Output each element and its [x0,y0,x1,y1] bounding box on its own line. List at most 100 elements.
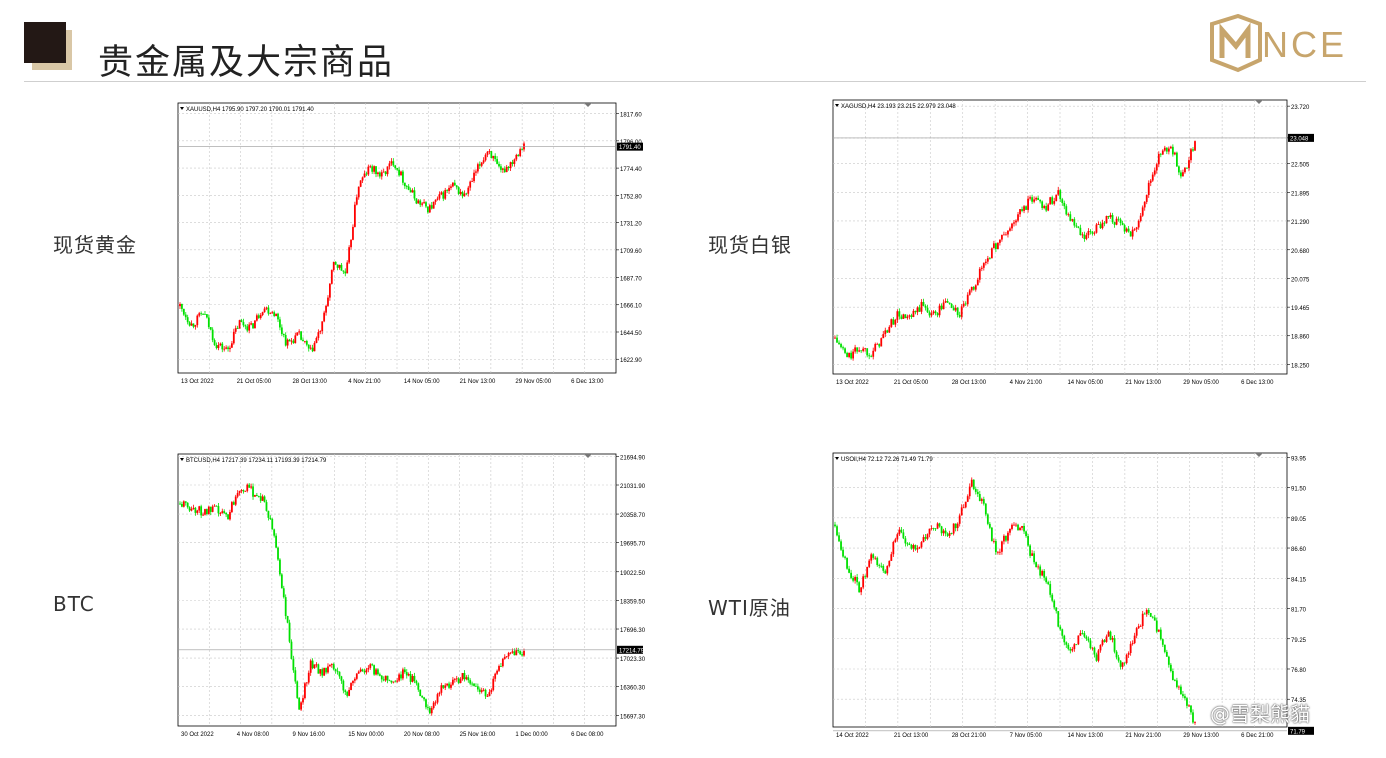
candle-body [1147,609,1150,613]
candle-body [496,670,498,674]
x-tick-label: 4 Nov 21:00 [1010,380,1043,386]
candle-body [196,510,199,513]
candle-body [926,307,929,313]
candle-body [886,565,889,574]
candle-body [430,708,433,714]
candle-body [246,326,249,331]
symbol-info-label: BTCUSD,H4 17217.39 17234.11 17193.39 172… [186,458,327,464]
chart-gold[interactable]: 1817.601796.001774.401752.801731.201709.… [176,101,646,387]
candle-body [494,155,497,160]
candle-body [455,678,458,680]
candle-body [267,307,270,314]
candle-body [369,664,372,668]
candle-body [478,164,481,166]
candle-body [453,182,456,186]
candle-body [924,305,927,308]
candle-body [221,343,224,350]
candle-body [1011,524,1013,529]
y-tick-label: 21.290 [1291,220,1310,226]
candle-body [1023,525,1025,532]
y-tick-label: 23.720 [1291,105,1310,111]
candle-body [894,539,897,543]
candle-body [190,508,193,511]
candle-body [238,490,241,494]
candle-body [336,670,339,672]
candle-body [1075,225,1078,227]
candle-body [311,660,314,669]
candle-body [513,159,516,164]
candle-body [864,576,867,578]
candle-body [265,307,268,309]
candle-body [994,243,997,250]
chart-wti[interactable]: 93.95 91.50 89.05 86.60 84.15 81.70 79.25 76.80… [831,451,1317,741]
candle-body [958,515,961,524]
candle-body [1135,227,1138,230]
candle-body [467,677,470,681]
x-tick-label: 4 Nov 21:00 [348,379,381,385]
candle-body [336,264,339,268]
candle-body [1057,190,1060,195]
candle-body [246,484,249,491]
y-tick-label: 1687.70 [620,276,642,282]
candle-body [482,689,485,691]
candle-body [1169,146,1172,149]
candle-body [402,171,404,183]
candle-body [990,527,993,542]
candle-body [455,185,458,188]
candle-body [1175,152,1178,167]
candle-body [1047,582,1050,585]
candle-body [194,507,197,513]
candle-body [413,190,416,199]
candle-body [361,177,364,181]
y-tick-label: 84.15 [1291,577,1307,583]
candle-body [1039,199,1042,202]
candle-body [1003,234,1005,236]
candle-body [1067,214,1070,216]
candle-body [1025,531,1027,537]
candle-body [1121,222,1124,226]
candle-body [234,496,237,505]
candle-body [1021,525,1023,528]
candle-body [300,331,302,340]
candle-body [1151,616,1154,618]
candle-body [267,510,270,518]
candle-body [490,151,493,159]
candle-body [450,684,452,688]
candle-body [1051,197,1054,204]
candle-body [844,348,846,353]
candle-body [255,315,258,321]
candle-body [948,533,951,536]
candle-body [238,320,241,329]
candle-body [1167,148,1170,152]
candle-body [1075,644,1078,646]
candle-body [475,685,477,687]
candle-body [325,667,327,673]
chart-silver[interactable]: 23.720 23.048 22.505 21.895 21.290 20.680 20.0… [831,98,1317,388]
candle-body [1161,639,1164,645]
candle-body [367,667,370,670]
candle-body [207,506,210,514]
candle-body [882,334,885,339]
candle-body [365,669,368,673]
x-tick-label: 14 Oct 2022 [836,733,869,739]
candle-body [179,303,181,307]
candle-body [323,667,326,676]
candle-body [509,652,512,654]
candle-body [1047,204,1050,211]
candle-body [984,261,987,264]
candle-body [936,523,939,529]
candle-body [277,547,279,560]
candle-body [215,345,218,349]
candle-body [1123,662,1126,664]
candle-body [940,305,943,310]
candle-body [198,506,201,511]
candle-body [964,303,967,305]
candle-body [327,297,329,306]
candle-body [221,511,224,514]
candle-body [918,307,921,312]
candle-body [1165,147,1168,152]
candle-body [353,204,356,227]
chart-btc[interactable]: 21694.90 21031.90 20358.70 19695.70 19022.50… [176,452,646,740]
candle-body [922,537,925,543]
x-tick-label: 21 Nov 13:00 [1125,380,1161,386]
